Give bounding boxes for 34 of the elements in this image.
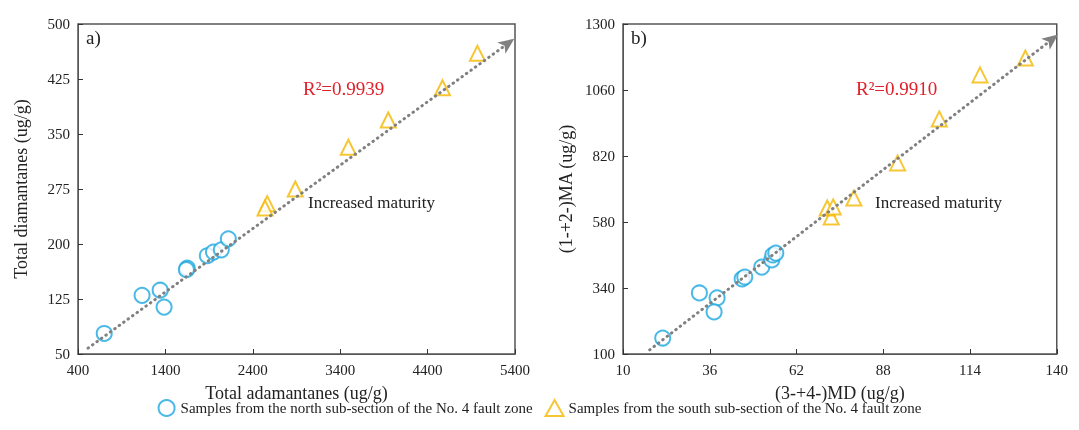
y-axis-title: (1-+2-)MA (ug/g) xyxy=(556,124,577,254)
y-tick-label: 100 xyxy=(592,346,615,362)
x-tick-label: 140 xyxy=(1045,361,1068,378)
x-tick-label: 5400 xyxy=(500,361,530,378)
x-tick-label: 2400 xyxy=(237,361,268,378)
x-tick-label: 10 xyxy=(615,361,631,378)
annotation: R²=0.9939 xyxy=(303,78,385,99)
x-tick-label: 88 xyxy=(875,361,891,378)
y-tick-label: 340 xyxy=(592,280,615,296)
y-axis-title: Total diamantanes (ug/g) xyxy=(11,99,32,279)
y-tick-label: 580 xyxy=(592,214,615,230)
annotation: b) xyxy=(631,27,647,49)
x-tick-label: 1400 xyxy=(150,361,181,378)
x-axis-title: (3-+4-)MD (ug/g) xyxy=(775,383,905,404)
x-tick-label: 400 xyxy=(66,361,90,378)
x-tick-label: 62 xyxy=(789,361,804,378)
annotation: Increased maturity xyxy=(308,193,436,212)
y-tick-label: 1060 xyxy=(585,82,615,98)
y-tick-label: 425 xyxy=(47,71,70,87)
y-tick-label: 1300 xyxy=(585,16,615,32)
annotation: Increased maturity xyxy=(875,193,1003,212)
x-tick-label: 4400 xyxy=(412,361,443,378)
x-tick-label: 36 xyxy=(702,361,718,378)
y-tick-label: 350 xyxy=(47,126,70,142)
y-tick-label: 275 xyxy=(47,181,70,197)
x-tick-label: 114 xyxy=(959,361,982,378)
y-tick-label: 200 xyxy=(47,236,70,252)
y-tick-label: 820 xyxy=(592,148,615,164)
y-tick-label: 125 xyxy=(47,291,70,307)
annotation: a) xyxy=(86,27,101,49)
y-tick-label: 500 xyxy=(47,16,70,32)
annotation: R²=0.9910 xyxy=(856,78,938,99)
x-tick-label: 3400 xyxy=(325,361,356,378)
y-tick-label: 50 xyxy=(55,346,70,362)
